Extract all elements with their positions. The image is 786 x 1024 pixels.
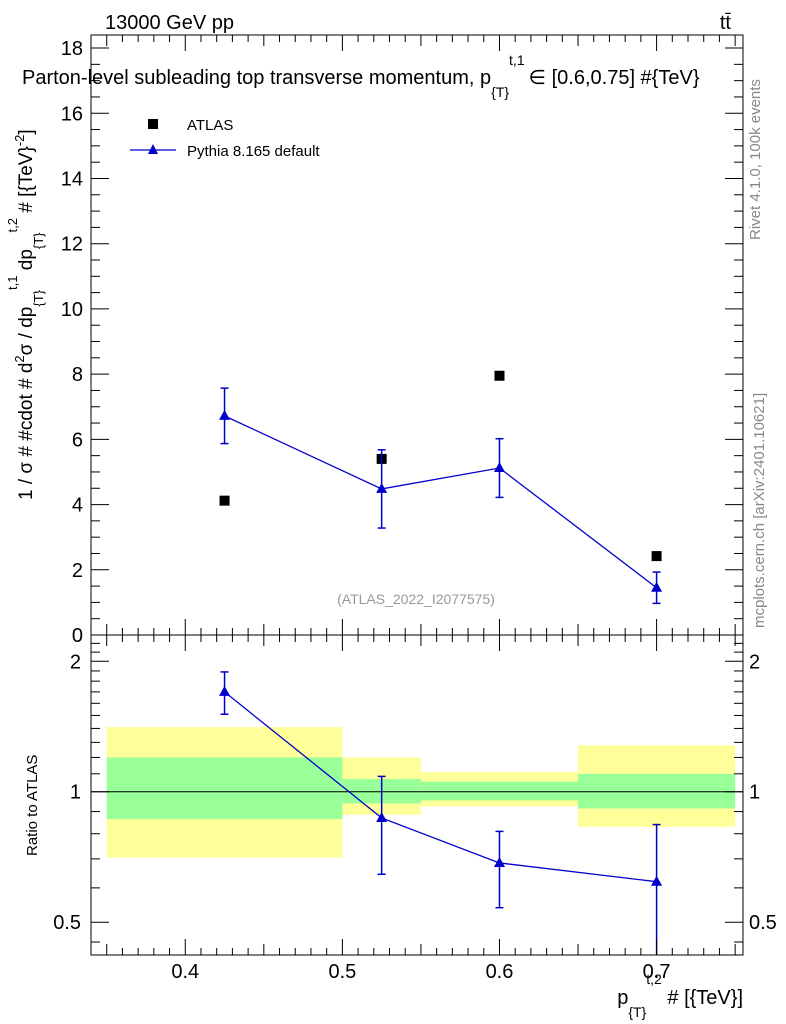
main-panel: (ATLAS_2022_I2077575) 0 2 4 6 8 10 12 14 16 18 AT…: [5, 34, 744, 647]
atlas-point: [219, 495, 230, 506]
ratio-pythia-point: [376, 811, 388, 822]
xlabel-suffix: # [{TeV}]: [662, 987, 743, 1009]
main-ylabel-a: 1 / σ # #cdot # d: [16, 363, 37, 500]
main-ylabel-b-sub: {T}: [31, 289, 46, 306]
ratio-ytick-label: 2: [70, 651, 81, 673]
legend-pythia-label: Pythia 8.165 default: [187, 143, 320, 160]
ratio-ytick-label-right: 1: [749, 782, 760, 804]
main-ytick-label: 4: [72, 495, 83, 517]
atlas-point: [651, 551, 662, 562]
legend-atlas-label: ATLAS: [187, 117, 233, 134]
xlabel-sup: t,2: [646, 971, 662, 987]
ratio-panel: 0.5 0.5 1 1 2 2 0.4 0.5 0.6 0.7 Ratio to ATLAS p{…: [24, 634, 777, 1020]
ratio-band-inner: [420, 781, 579, 801]
main-ylabel: 1 / σ # #cdot # d2σ / dp{T}t,1 dp{T}t,2 …: [5, 129, 46, 500]
legend: ATLAS Pythia 8.165 default: [130, 117, 320, 160]
ratio-axis-ticks: 0.5 0.5 1 1 2 2 0.4 0.5 0.6 0.7: [53, 635, 777, 983]
xlabel-main: p: [617, 987, 628, 1009]
pythia-line: [224, 415, 657, 589]
main-ytick-label: 10: [61, 299, 83, 321]
ratio-ytick-label-right: 0.5: [749, 912, 777, 934]
main-ytick-label: 6: [72, 429, 83, 451]
ratio-frame: [90, 634, 744, 956]
ratio-band-inner: [578, 773, 736, 809]
main-ylabel-b: σ / dp: [16, 307, 37, 356]
energy-label: 13000 GeV pp: [105, 12, 234, 34]
main-data-layer: [219, 370, 663, 605]
xtick-label: 0.7: [643, 961, 671, 983]
ratio-bands: [91, 727, 743, 858]
ratio-pythia-point: [219, 685, 231, 696]
ratio-pythia-point: [651, 875, 663, 886]
main-ytick-label: 14: [61, 168, 83, 190]
ratio-pythia-point: [493, 856, 505, 867]
main-axis-ticks: 0 2 4 6 8 10 12 14 16 18: [61, 35, 743, 647]
process-label: tt̄: [720, 12, 732, 34]
xtick-label: 0.5: [328, 961, 356, 983]
main-ylabel-c-sup: t,2: [5, 218, 20, 232]
title-sup: t,1: [509, 52, 525, 68]
main-ylabel-d: # [{TeV}: [16, 146, 37, 218]
main-ytick-label: 0: [72, 625, 83, 647]
main-ytick-label: 12: [61, 234, 83, 256]
ratio-ylabel: Ratio to ATLAS: [24, 755, 41, 856]
main-ytick-label: 18: [61, 38, 83, 60]
title-sub: {T}: [491, 84, 509, 100]
main-ylabel-d-sup: -2: [12, 135, 27, 147]
ratio-data-layer: [219, 671, 663, 955]
title-prefix: Parton-level subleading top transverse m…: [22, 67, 491, 89]
legend-atlas-marker: [148, 119, 158, 129]
xtick-label: 0.6: [486, 961, 514, 983]
pythia-point: [376, 482, 388, 493]
pythia-point: [651, 581, 663, 592]
mcplots-label: mcplots.cern.ch [arXiv:2401.10621]: [751, 393, 768, 628]
legend-pythia-marker: [148, 144, 158, 154]
main-ytick-label: 2: [72, 560, 83, 582]
xlabel-sub: {T}: [628, 1004, 646, 1020]
ratio-ytick-label: 0.5: [53, 912, 81, 934]
main-ytick-label: 8: [72, 364, 83, 386]
ratio-ytick-label-right: 2: [749, 651, 760, 673]
ratio-pythia-line: [224, 691, 657, 883]
main-ylabel-b-sup: t,1: [5, 276, 20, 290]
xtick-label: 0.4: [171, 961, 199, 983]
x-axis-label: p{T} t,2 # [{TeV}]: [617, 971, 743, 1020]
ratio-ytick-label: 1: [70, 782, 81, 804]
title-suffix: ∈ [0.6,0.75] #{TeV}: [529, 67, 700, 89]
main-ylabel-c: dp: [16, 249, 37, 275]
rivet-label: Rivet 4.1.0, 100k events: [747, 79, 764, 240]
main-ylabel-e: ]: [16, 129, 37, 134]
watermark: (ATLAS_2022_I2077575): [337, 591, 495, 607]
pythia-point: [219, 409, 231, 420]
main-ylabel-c-sub: {T}: [31, 232, 46, 249]
atlas-point: [494, 370, 505, 381]
main-ytick-label: 16: [61, 103, 83, 125]
main-ylabel-a-sup: 2: [12, 355, 27, 362]
pythia-point: [493, 462, 505, 473]
ratio-band-inner: [106, 757, 343, 820]
plot-title: Parton-level subleading top transverse m…: [22, 52, 700, 100]
